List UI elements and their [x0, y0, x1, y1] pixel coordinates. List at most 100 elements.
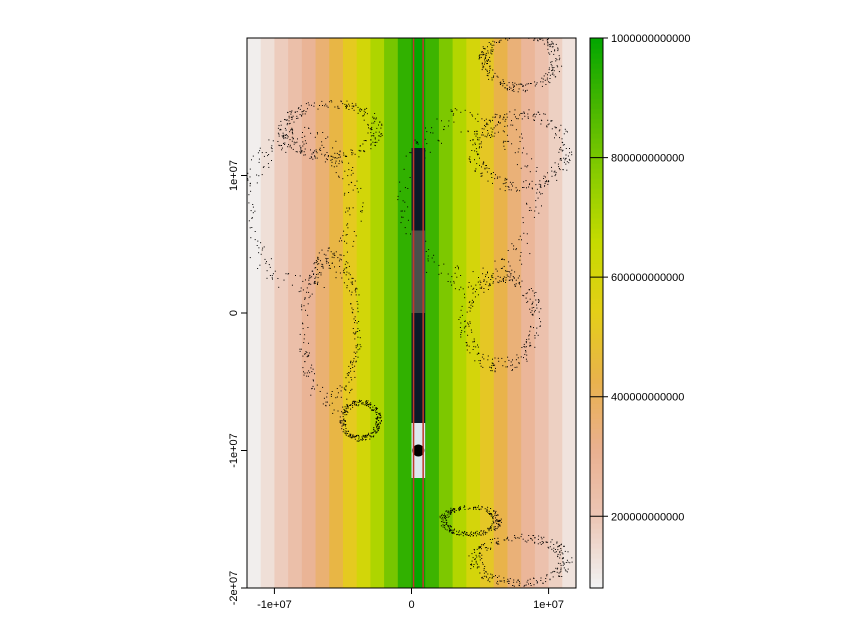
coast-point [475, 346, 477, 348]
coast-point [535, 113, 537, 115]
coast-point [378, 124, 379, 126]
y-tick-label: 0 [228, 310, 240, 316]
coast-point [484, 61, 486, 63]
coast-point [525, 358, 527, 360]
coast-point [523, 111, 525, 113]
coast-point [258, 158, 260, 160]
legend-swatch [590, 143, 603, 149]
coast-point [530, 325, 532, 327]
coast-point [451, 510, 453, 512]
coast-point [378, 139, 380, 141]
legend-swatch [590, 238, 603, 244]
coast-point [473, 564, 475, 565]
coast-point [558, 166, 560, 168]
coast-point [567, 155, 569, 157]
coast-point [473, 340, 475, 342]
coast-point [526, 83, 528, 85]
coast-point [484, 135, 486, 137]
coast-point [322, 403, 324, 405]
coast-point [560, 549, 562, 551]
coast-point [271, 150, 273, 152]
coast-point [284, 134, 286, 136]
legend-swatch [590, 173, 603, 179]
legend-swatch [590, 318, 603, 324]
coast-point [523, 232, 525, 234]
coast-point [337, 392, 339, 394]
coast-point [461, 532, 463, 534]
coast-point [474, 533, 476, 535]
coast-point [518, 32, 519, 33]
coast-point [367, 123, 369, 125]
coast-point [561, 576, 563, 577]
legend-swatch [590, 53, 603, 59]
coast-point [538, 535, 540, 537]
coast-point [557, 553, 559, 555]
legend-swatch [590, 458, 603, 464]
coast-point [488, 512, 490, 514]
coast-point [485, 52, 487, 54]
coast-point [541, 205, 542, 207]
coast-point [450, 509, 452, 511]
coast-point [325, 401, 327, 403]
coast-point [377, 428, 379, 430]
coast-point [528, 289, 530, 291]
coast-point [481, 134, 483, 136]
coast-point [301, 114, 303, 116]
coast-point [500, 268, 502, 269]
coast-point [295, 142, 297, 144]
coast-point [290, 111, 292, 113]
coast-point [343, 418, 345, 420]
coast-point [313, 105, 315, 107]
coast-point [331, 158, 333, 160]
coast-point [569, 562, 571, 564]
coast-point [441, 517, 443, 519]
coast-point [309, 372, 311, 374]
coast-point [309, 157, 311, 159]
coast-point [351, 102, 353, 104]
coast-point [508, 359, 510, 361]
coast-point [292, 129, 293, 131]
coast-point [338, 154, 340, 156]
coast-point [528, 184, 530, 186]
coast-point [321, 100, 323, 102]
coast-point [478, 352, 480, 354]
coast-point [487, 289, 489, 290]
legend-swatch [590, 113, 603, 119]
coast-point [278, 286, 280, 288]
coast-point [346, 287, 348, 289]
legend-swatch [590, 328, 603, 334]
coast-point [351, 169, 353, 171]
coast-point [531, 188, 533, 190]
coast-point [302, 280, 304, 282]
coast-point [568, 158, 570, 160]
coast-point [540, 38, 542, 40]
coast-point [505, 277, 507, 279]
coast-point [489, 68, 491, 70]
coast-point [499, 188, 501, 190]
coast-point [477, 506, 479, 508]
coast-point [285, 137, 286, 139]
coast-point [359, 330, 361, 332]
legend-tick-label: 600000000000 [611, 272, 684, 284]
coast-point [543, 175, 545, 177]
coast-point [534, 541, 536, 543]
coast-point [492, 281, 494, 283]
coast-point [317, 256, 319, 258]
coast-point [331, 262, 333, 264]
coast-point [363, 150, 364, 152]
coast-point [306, 287, 308, 289]
coast-point [296, 118, 298, 119]
coast-point [305, 103, 307, 105]
coast-point [469, 507, 471, 509]
coast-point [475, 508, 477, 510]
coast-point [555, 133, 556, 135]
coast-point [358, 404, 360, 406]
coast-point [447, 524, 449, 526]
coast-point [486, 167, 488, 169]
coast-point [362, 143, 364, 145]
coast-point [344, 240, 345, 242]
coast-point [552, 576, 554, 578]
coast-point [513, 579, 515, 581]
coast-point [464, 297, 466, 299]
